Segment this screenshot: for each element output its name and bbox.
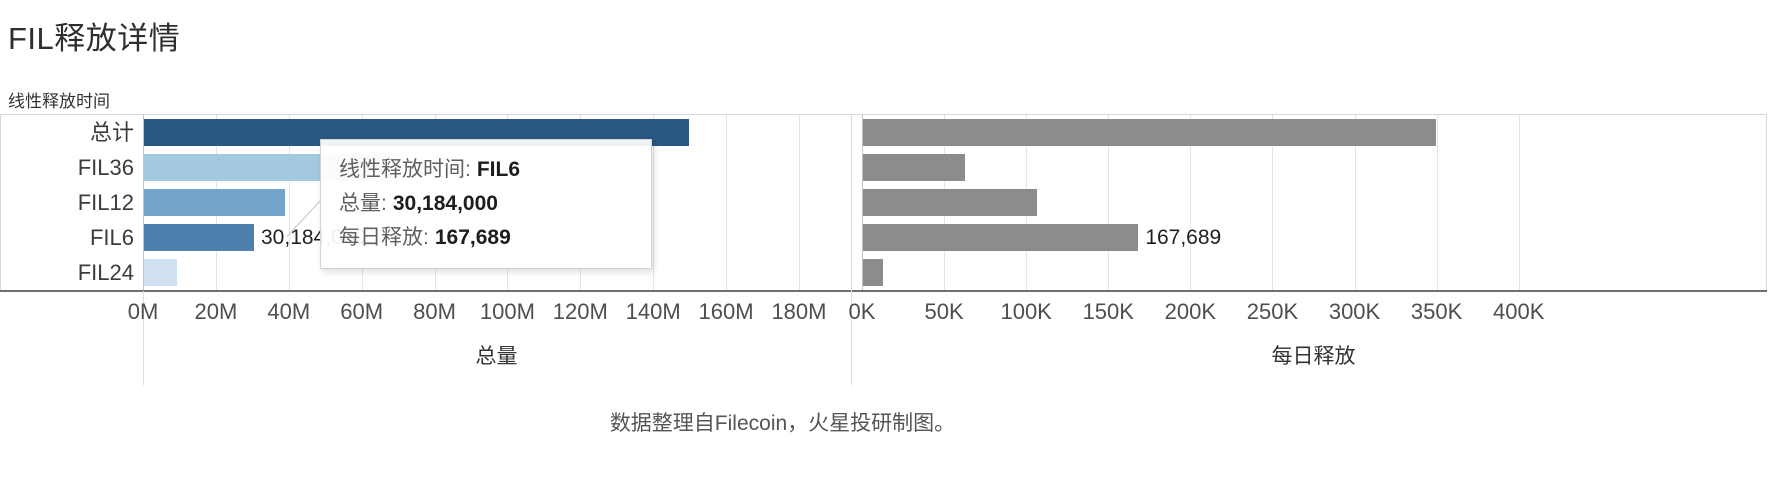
axis-tick-label: 120M: [552, 299, 608, 324]
tooltip-value: FIL6: [476, 158, 521, 181]
axis-baseline: [0, 290, 1767, 292]
axis-tick-label: 250K: [1246, 299, 1299, 324]
row-label-FIL24[interactable]: FIL24: [77, 260, 134, 285]
axis-tick-label: 100K: [1000, 299, 1052, 324]
tooltip-label: 总量:: [339, 192, 387, 215]
gridline: [798, 115, 800, 290]
daily-bar-FIL6[interactable]: [863, 224, 1139, 251]
tooltip-line: 线性释放时间: FIL6: [339, 153, 633, 187]
tooltip-value: 30,184,000: [392, 192, 498, 215]
axis-tick-label: 140M: [625, 299, 681, 324]
gridline: [1354, 115, 1356, 290]
axis-tick-label: 400K: [1493, 299, 1545, 324]
gridline: [1272, 115, 1274, 290]
pane-separator: [143, 291, 144, 385]
tooltip-value: 167,689: [434, 226, 511, 249]
pane-separator: [851, 114, 852, 385]
axis-tick-label: 200K: [1164, 299, 1217, 324]
gridline: [653, 115, 655, 290]
gridline: [726, 115, 728, 290]
axis-title-每日释放: 每日释放: [1271, 345, 1356, 368]
axis-tick-label: 20M: [194, 299, 238, 324]
axis-tick-label: 100M: [479, 299, 535, 324]
gridline: [1190, 115, 1192, 290]
gridline: [288, 115, 290, 290]
axis-tick-label: 0K: [848, 299, 876, 324]
tooltip: 线性释放时间: FIL6 总量: 30,184,000 每日释放: 167,689: [320, 139, 652, 269]
page-title: FIL释放详情: [8, 21, 181, 56]
axis-tick-label: 0M: [127, 299, 159, 324]
axis-tick-label: 150K: [1082, 299, 1134, 324]
axis-zero-line: [143, 115, 144, 290]
tooltip-line: 总量: 30,184,000: [339, 187, 633, 221]
chart-frame: [0, 114, 1767, 291]
gridline: [1436, 115, 1438, 290]
row-field-label: 线性释放时间: [8, 92, 110, 111]
total-bar-FIL24[interactable]: [144, 259, 177, 286]
total-bar-FIL12[interactable]: [144, 189, 285, 216]
tooltip-label: 每日释放:: [339, 226, 429, 249]
daily-bar-FIL12[interactable]: [863, 189, 1038, 216]
row-label-FIL12[interactable]: FIL12: [77, 190, 134, 215]
axis-tick-label: 160M: [698, 299, 754, 324]
daily-bar-总计[interactable]: [863, 119, 1436, 146]
axis-tick-label: 300K: [1328, 299, 1381, 324]
axis-tick-label: 60M: [340, 299, 384, 324]
row-label-总计[interactable]: 总计: [89, 120, 134, 145]
axis-tick-label: 40M: [267, 299, 311, 324]
row-label-FIL36[interactable]: FIL36: [77, 155, 134, 180]
total-bar-FIL6[interactable]: [144, 224, 254, 251]
axis-zero-line: [862, 115, 863, 290]
axis-tick-label: 180M: [771, 299, 827, 324]
axis-tick-label: 50K: [924, 299, 964, 324]
gridline: [1108, 115, 1110, 290]
tooltip-line: 每日释放: 167,689: [339, 221, 633, 255]
tooltip-label: 线性释放时间:: [339, 158, 471, 181]
footer-caption: 数据整理自Filecoin，火星投研制图。: [609, 412, 956, 435]
daily-bar-value-label: 167,689: [1145, 226, 1222, 249]
axis-title-总量: 总量: [475, 345, 518, 368]
row-label-FIL6[interactable]: FIL6: [89, 225, 134, 250]
gridline: [1518, 115, 1520, 290]
daily-bar-FIL36[interactable]: [863, 154, 965, 181]
axis-tick-label: 350K: [1410, 299, 1463, 324]
daily-bar-FIL24[interactable]: [863, 259, 884, 286]
axis-tick-label: 80M: [413, 299, 456, 324]
